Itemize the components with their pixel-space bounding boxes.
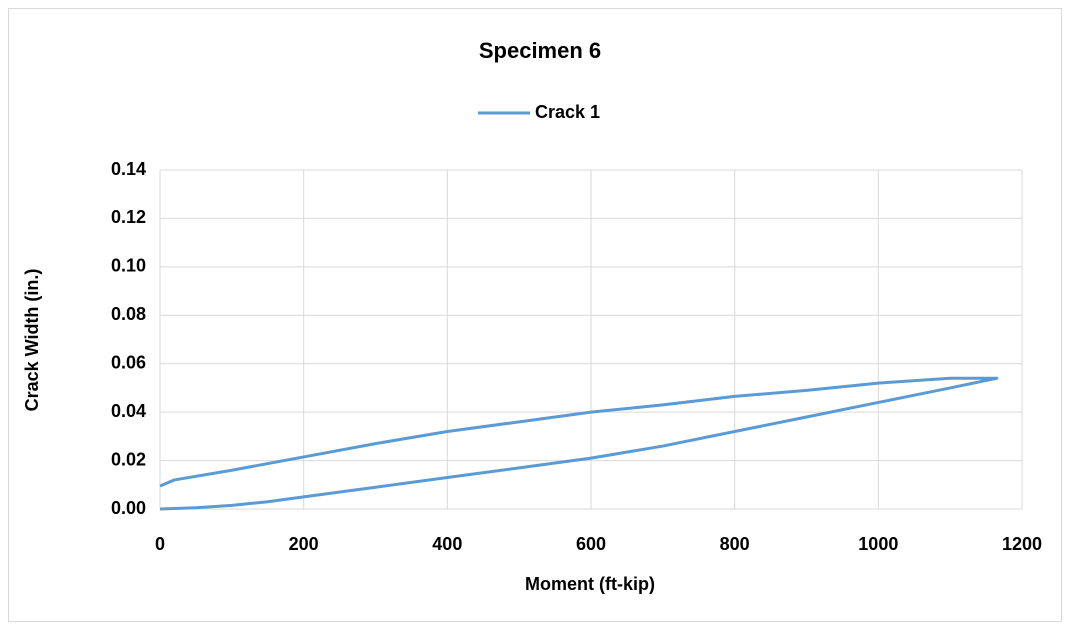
data-line	[159, 376, 999, 511]
y-tick-label: 0.06	[111, 352, 146, 372]
x-tick-label: 0	[155, 534, 165, 554]
x-tick-label: 400	[432, 534, 462, 554]
chart-title: Specimen 6	[479, 38, 601, 63]
x-tick-label: 1000	[858, 534, 898, 554]
y-tick-label: 0.14	[111, 159, 146, 179]
y-tick-label: 0.00	[111, 498, 146, 518]
x-axis-title: Moment (ft-kip)	[525, 574, 655, 594]
x-tick-label: 800	[720, 534, 750, 554]
y-tick-label: 0.12	[111, 207, 146, 227]
x-tick-label: 1200	[1002, 534, 1042, 554]
y-axis-title: Crack Width (in.)	[22, 269, 42, 412]
x-tick-label: 200	[289, 534, 319, 554]
y-tick-label: 0.02	[111, 449, 146, 469]
legend-label: Crack 1	[535, 102, 600, 122]
y-tick-label: 0.10	[111, 256, 146, 276]
x-tick-label: 600	[576, 534, 606, 554]
y-tick-label: 0.08	[111, 304, 146, 324]
y-tick-label: 0.04	[111, 401, 146, 421]
